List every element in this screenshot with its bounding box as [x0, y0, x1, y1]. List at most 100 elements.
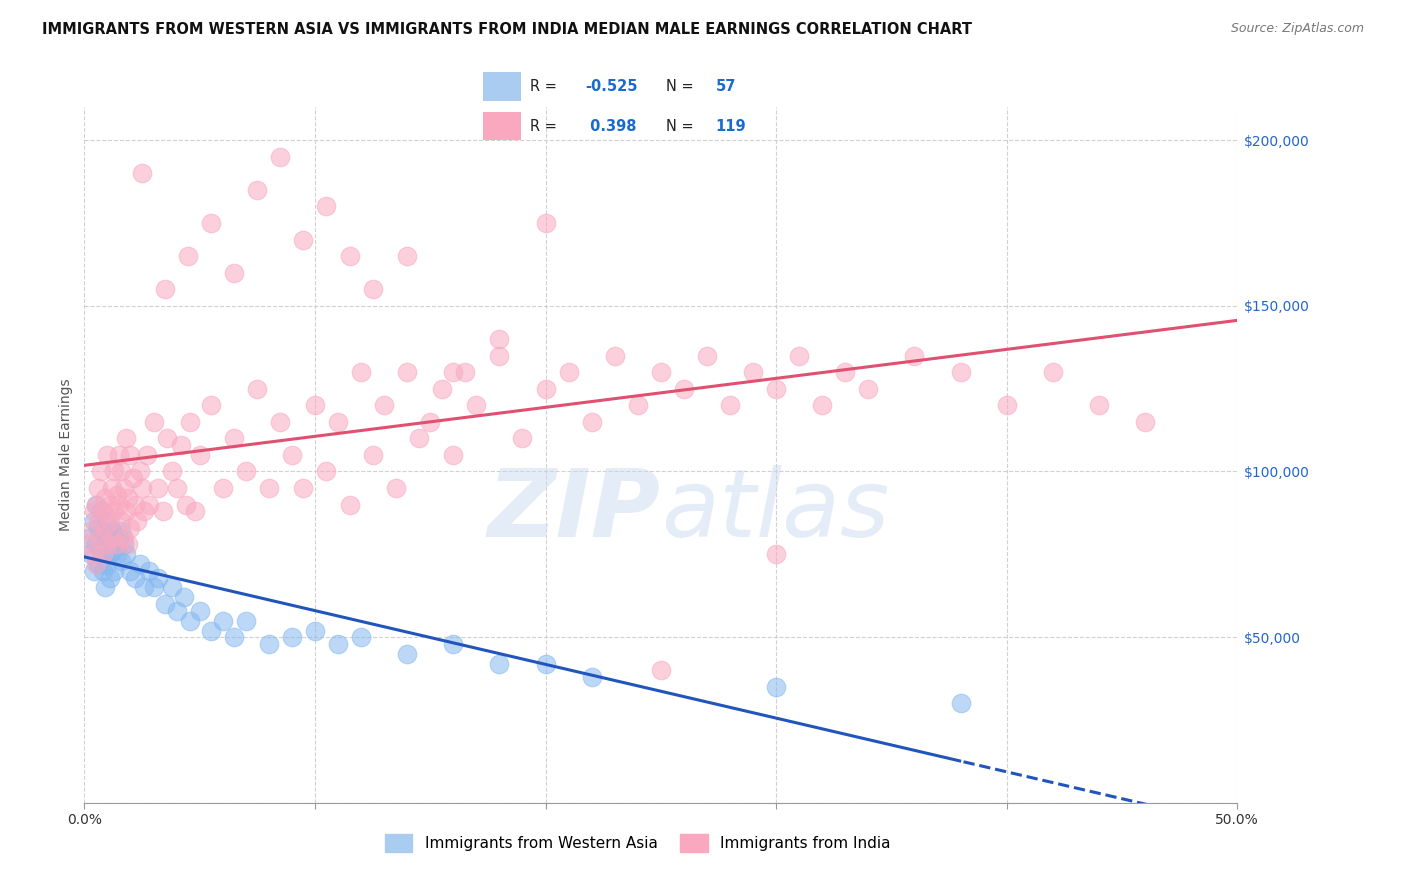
Point [146, 570, 169, 584]
Point [534, 216, 557, 230]
Point [96, 514, 118, 528]
Point [224, 630, 246, 644]
Text: N =: N = [666, 79, 699, 94]
Point [281, 630, 304, 644]
Point [949, 365, 972, 379]
Point [108, 448, 131, 462]
Point [156, 431, 179, 445]
Point [200, 624, 222, 638]
Point [465, 398, 488, 412]
Point [581, 415, 603, 429]
Point [534, 382, 557, 396]
Point [650, 663, 672, 677]
Point [112, 537, 135, 551]
Point [292, 481, 315, 495]
Point [512, 431, 534, 445]
Point [84, 498, 107, 512]
Point [339, 498, 361, 512]
Point [765, 382, 787, 396]
Point [350, 365, 373, 379]
Point [177, 249, 200, 263]
Point [108, 531, 131, 545]
Point [96, 531, 118, 545]
Point [557, 365, 579, 379]
Point [179, 614, 201, 628]
Point [1133, 415, 1156, 429]
Point [672, 382, 695, 396]
Point [101, 531, 124, 545]
Point [117, 537, 139, 551]
Point [304, 624, 326, 638]
Point [115, 547, 138, 561]
Point [120, 564, 142, 578]
Point [89, 504, 111, 518]
Point [1088, 398, 1111, 412]
Point [105, 537, 128, 551]
Text: R =: R = [530, 120, 561, 134]
Point [103, 465, 125, 479]
Point [396, 647, 419, 661]
Point [91, 504, 114, 518]
Text: N =: N = [666, 120, 699, 134]
Point [84, 558, 107, 572]
Point [91, 547, 114, 561]
Point [315, 199, 337, 213]
Point [128, 558, 150, 572]
Point [224, 431, 246, 445]
Point [441, 637, 464, 651]
Point [105, 547, 128, 561]
Point [101, 481, 124, 495]
Point [235, 465, 257, 479]
Point [170, 438, 193, 452]
Point [173, 591, 195, 605]
Point [131, 481, 153, 495]
Point [134, 504, 156, 518]
Point [121, 471, 143, 485]
Point [235, 614, 257, 628]
Point [77, 537, 100, 551]
Point [339, 249, 361, 263]
Point [903, 349, 925, 363]
Point [211, 614, 233, 628]
Point [120, 521, 142, 535]
Point [742, 365, 765, 379]
Point [627, 398, 650, 412]
Point [152, 504, 174, 518]
Text: atlas: atlas [661, 465, 889, 556]
Point [361, 282, 384, 296]
Point [87, 521, 110, 535]
Point [84, 498, 107, 512]
Point [98, 547, 121, 561]
Point [488, 349, 510, 363]
Point [257, 637, 280, 651]
Point [94, 537, 117, 551]
Point [200, 216, 222, 230]
Point [89, 465, 111, 479]
Point [110, 465, 132, 479]
Point [98, 570, 121, 584]
Point [103, 564, 125, 578]
Point [101, 544, 124, 558]
Point [166, 604, 188, 618]
Point [153, 282, 176, 296]
Text: IMMIGRANTS FROM WESTERN ASIA VS IMMIGRANTS FROM INDIA MEDIAN MALE EARNINGS CORRE: IMMIGRANTS FROM WESTERN ASIA VS IMMIGRAN… [42, 22, 972, 37]
Point [224, 266, 246, 280]
Point [441, 448, 464, 462]
Bar [484, 112, 520, 140]
Point [211, 481, 233, 495]
Point [292, 233, 315, 247]
Point [488, 657, 510, 671]
Point [200, 398, 222, 412]
Point [430, 382, 453, 396]
Point [257, 481, 280, 495]
Point [89, 531, 111, 545]
Point [188, 604, 211, 618]
Point [115, 431, 138, 445]
Point [142, 581, 165, 595]
Point [110, 554, 132, 568]
Point [811, 398, 834, 412]
Point [101, 524, 124, 538]
Point [995, 398, 1018, 412]
Point [269, 415, 291, 429]
Point [361, 448, 384, 462]
